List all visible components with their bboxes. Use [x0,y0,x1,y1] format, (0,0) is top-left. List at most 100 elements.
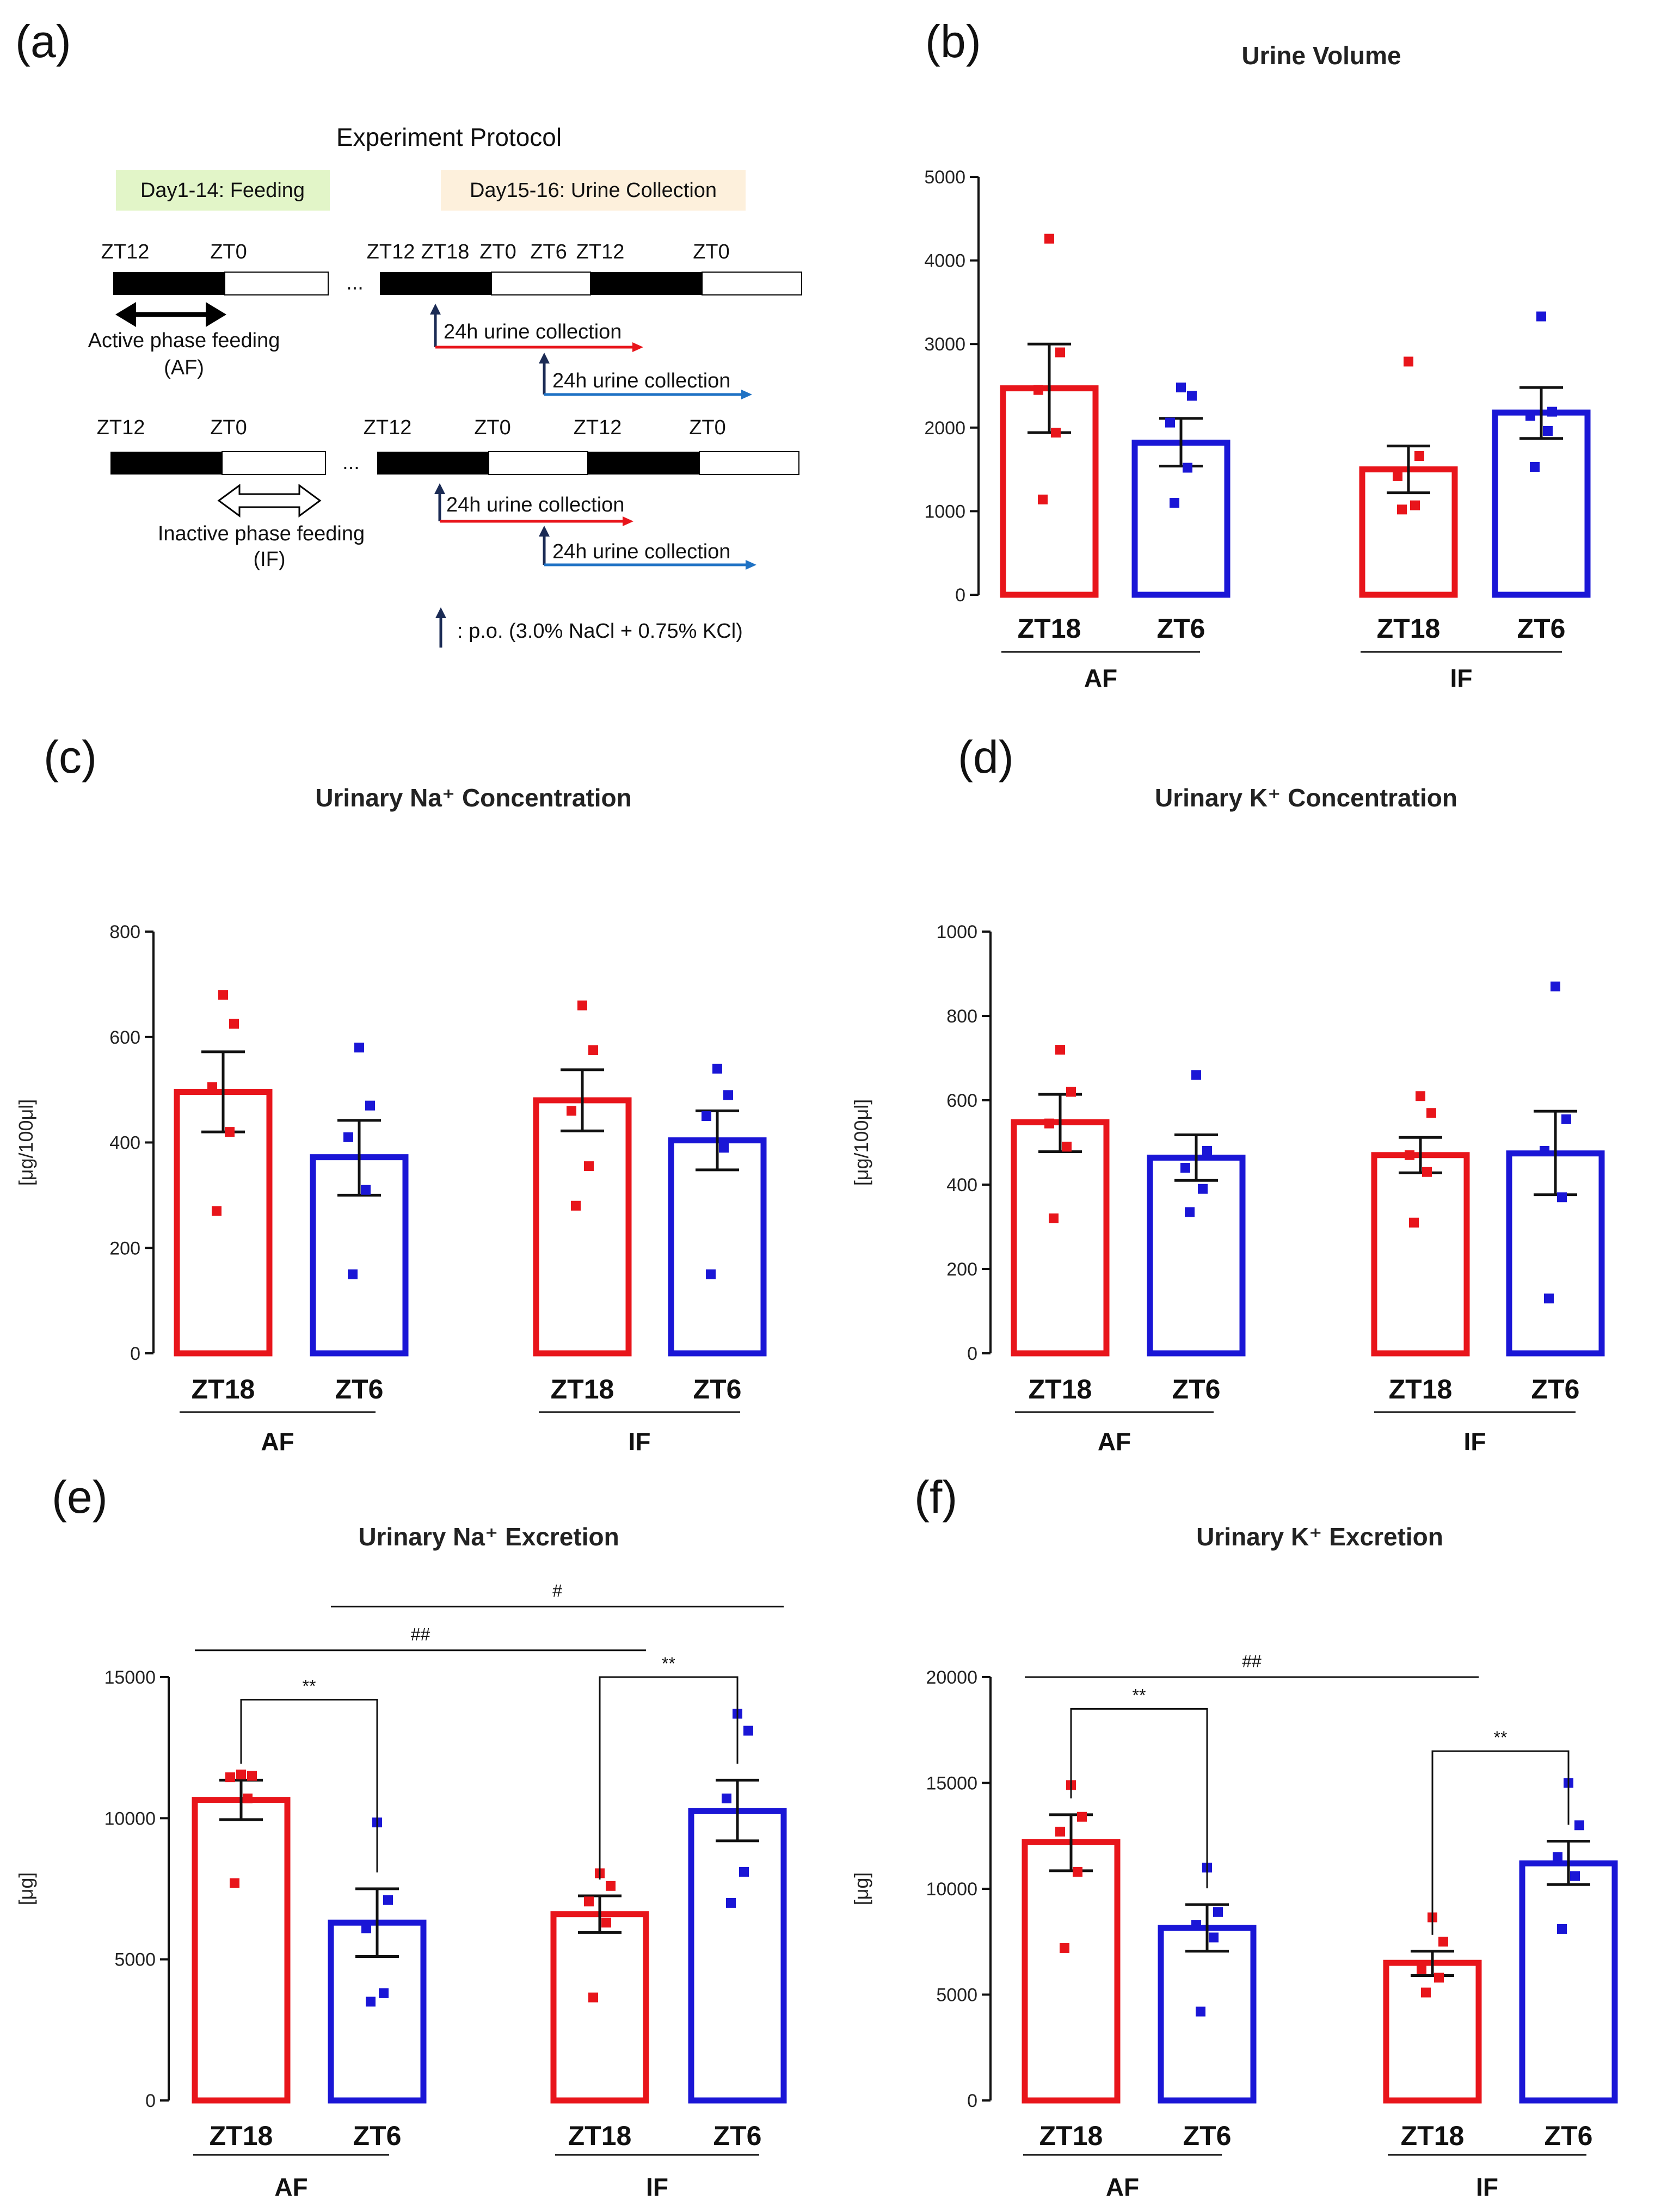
chart-title: Urine Volume [1241,41,1401,70]
data-point [1530,461,1540,472]
category-label: ZT6 [713,2121,762,2151]
y-tick-label: 20000 [926,1667,977,1688]
data-point [1073,1866,1082,1877]
data-point [1557,1192,1567,1203]
if-dose-arrowhead-1 [434,483,445,494]
y-tick-label: 5000 [936,1985,977,2006]
group-label: AF [261,1427,294,1456]
category-label: ZT6 [1531,1374,1580,1404]
legend-dose-arrowhead [435,607,446,618]
significance-label: ** [662,1654,675,1673]
af-dose-arrowhead-1 [430,304,441,315]
bar [1022,1839,1121,2104]
af-col-light-1 [491,272,591,295]
data-point [1033,385,1043,395]
data-point [588,1992,598,2002]
data-point [1202,1146,1212,1156]
if-collection-arrowhead-2 [746,560,756,570]
y-tick-label: 2000 [924,418,965,439]
af-feeding-abbrev: (AF) [164,356,204,379]
if-light-bar [222,451,326,475]
data-point [1416,1091,1425,1101]
group-label: IF [1476,2173,1498,2201]
y-tick-label: 5000 [924,167,965,188]
data-point [588,1045,598,1055]
data-point [379,1988,389,1998]
data-point [1191,1070,1201,1080]
y-tick-label: 10000 [926,1879,977,1900]
data-point [1165,417,1175,428]
group-label: AF [1106,2173,1139,2201]
category-label: ZT6 [335,1374,384,1404]
data-point [1404,356,1413,367]
data-point [1038,494,1048,504]
data-point [343,1132,353,1142]
af-col-light-2 [702,272,802,295]
protocol-panel: (a) Experiment Protocol Day1-14: Feeding… [15,16,802,648]
chart-na-excretion: Urinary Na⁺ Excretion [μg] 0 5000 10000 15000… [15,1523,787,2201]
category-label: ZT18 [1389,1374,1453,1404]
if-collection-text-1: 24h urine collection [446,494,624,516]
y-tick-label: 0 [955,585,965,606]
group-label: IF [646,2173,668,2201]
af-col-tick-4: ZT6 [530,241,567,263]
if-ellipsis: ... [342,451,360,474]
af-collection-text-2: 24h urine collection [552,369,730,392]
af-feeding-label: Active phase feeding [88,329,280,352]
chart-title: Urinary K⁺ Concentration [1155,784,1457,812]
data-point [1525,411,1535,421]
significance-label: ** [1494,1728,1508,1747]
y-tick-label: 400 [946,1175,977,1196]
category-label: ZT6 [1517,613,1566,644]
y-tick-label: 1000 [924,501,965,522]
data-point [1055,1826,1065,1837]
bar [1011,1119,1110,1357]
category-label: ZT18 [1039,2121,1103,2151]
panel-label-c: (c) [44,731,97,782]
data-point [1421,1987,1431,1998]
data-point [361,1923,371,1933]
category-label: ZT6 [1157,613,1205,644]
af-col-tick-5: ZT12 [576,241,625,263]
significance-label: ** [303,1676,316,1696]
af-feed-tick-1: ZT12 [101,241,150,263]
data-point [383,1895,393,1905]
chart-title: Urinary Na⁺ Concentration [315,784,632,812]
if-col-tick-4: ZT0 [689,416,726,439]
chart-urine-volume: Urine Volume 0 1000 2000 3000 4000 5000 ZT18 ZT6… [924,41,1591,692]
y-tick-label: 800 [109,922,140,942]
data-point [218,990,228,1000]
panel-label-a: (a) [15,16,71,67]
data-point [1077,1812,1087,1822]
significance-bracket [599,1676,739,1880]
y-tick-label: 0 [130,1344,140,1364]
category-label: ZT18 [192,1374,255,1404]
data-point [229,1019,239,1029]
significance-bracket [240,1698,378,1872]
data-point [702,1111,711,1122]
af-ellipsis: ... [346,272,364,294]
data-point [719,1143,729,1153]
group-label: AF [274,2173,307,2201]
y-tick-label: 600 [109,1027,140,1048]
data-point [1536,311,1546,322]
bar [1492,409,1591,598]
data-point [567,1106,576,1116]
data-point [1561,1114,1571,1124]
data-point [1044,233,1054,244]
bar [1383,1960,1482,2104]
data-point [247,1771,257,1781]
y-tick-label: 0 [145,2091,156,2111]
data-point [225,1127,235,1137]
legend-text: : p.o. (3.0% NaCl + 0.75% KCl) [457,620,743,643]
y-tick-label: 5000 [114,1950,156,1970]
if-dose-arrowhead-2 [539,526,550,537]
bar [1371,1152,1470,1357]
data-point [1570,1871,1580,1881]
feeding-period-label: Day1-14: Feeding [140,179,305,202]
if-col-light-1 [488,451,588,475]
data-point [1438,1937,1448,1947]
data-point [743,1726,753,1736]
group-label: IF [1450,664,1473,692]
